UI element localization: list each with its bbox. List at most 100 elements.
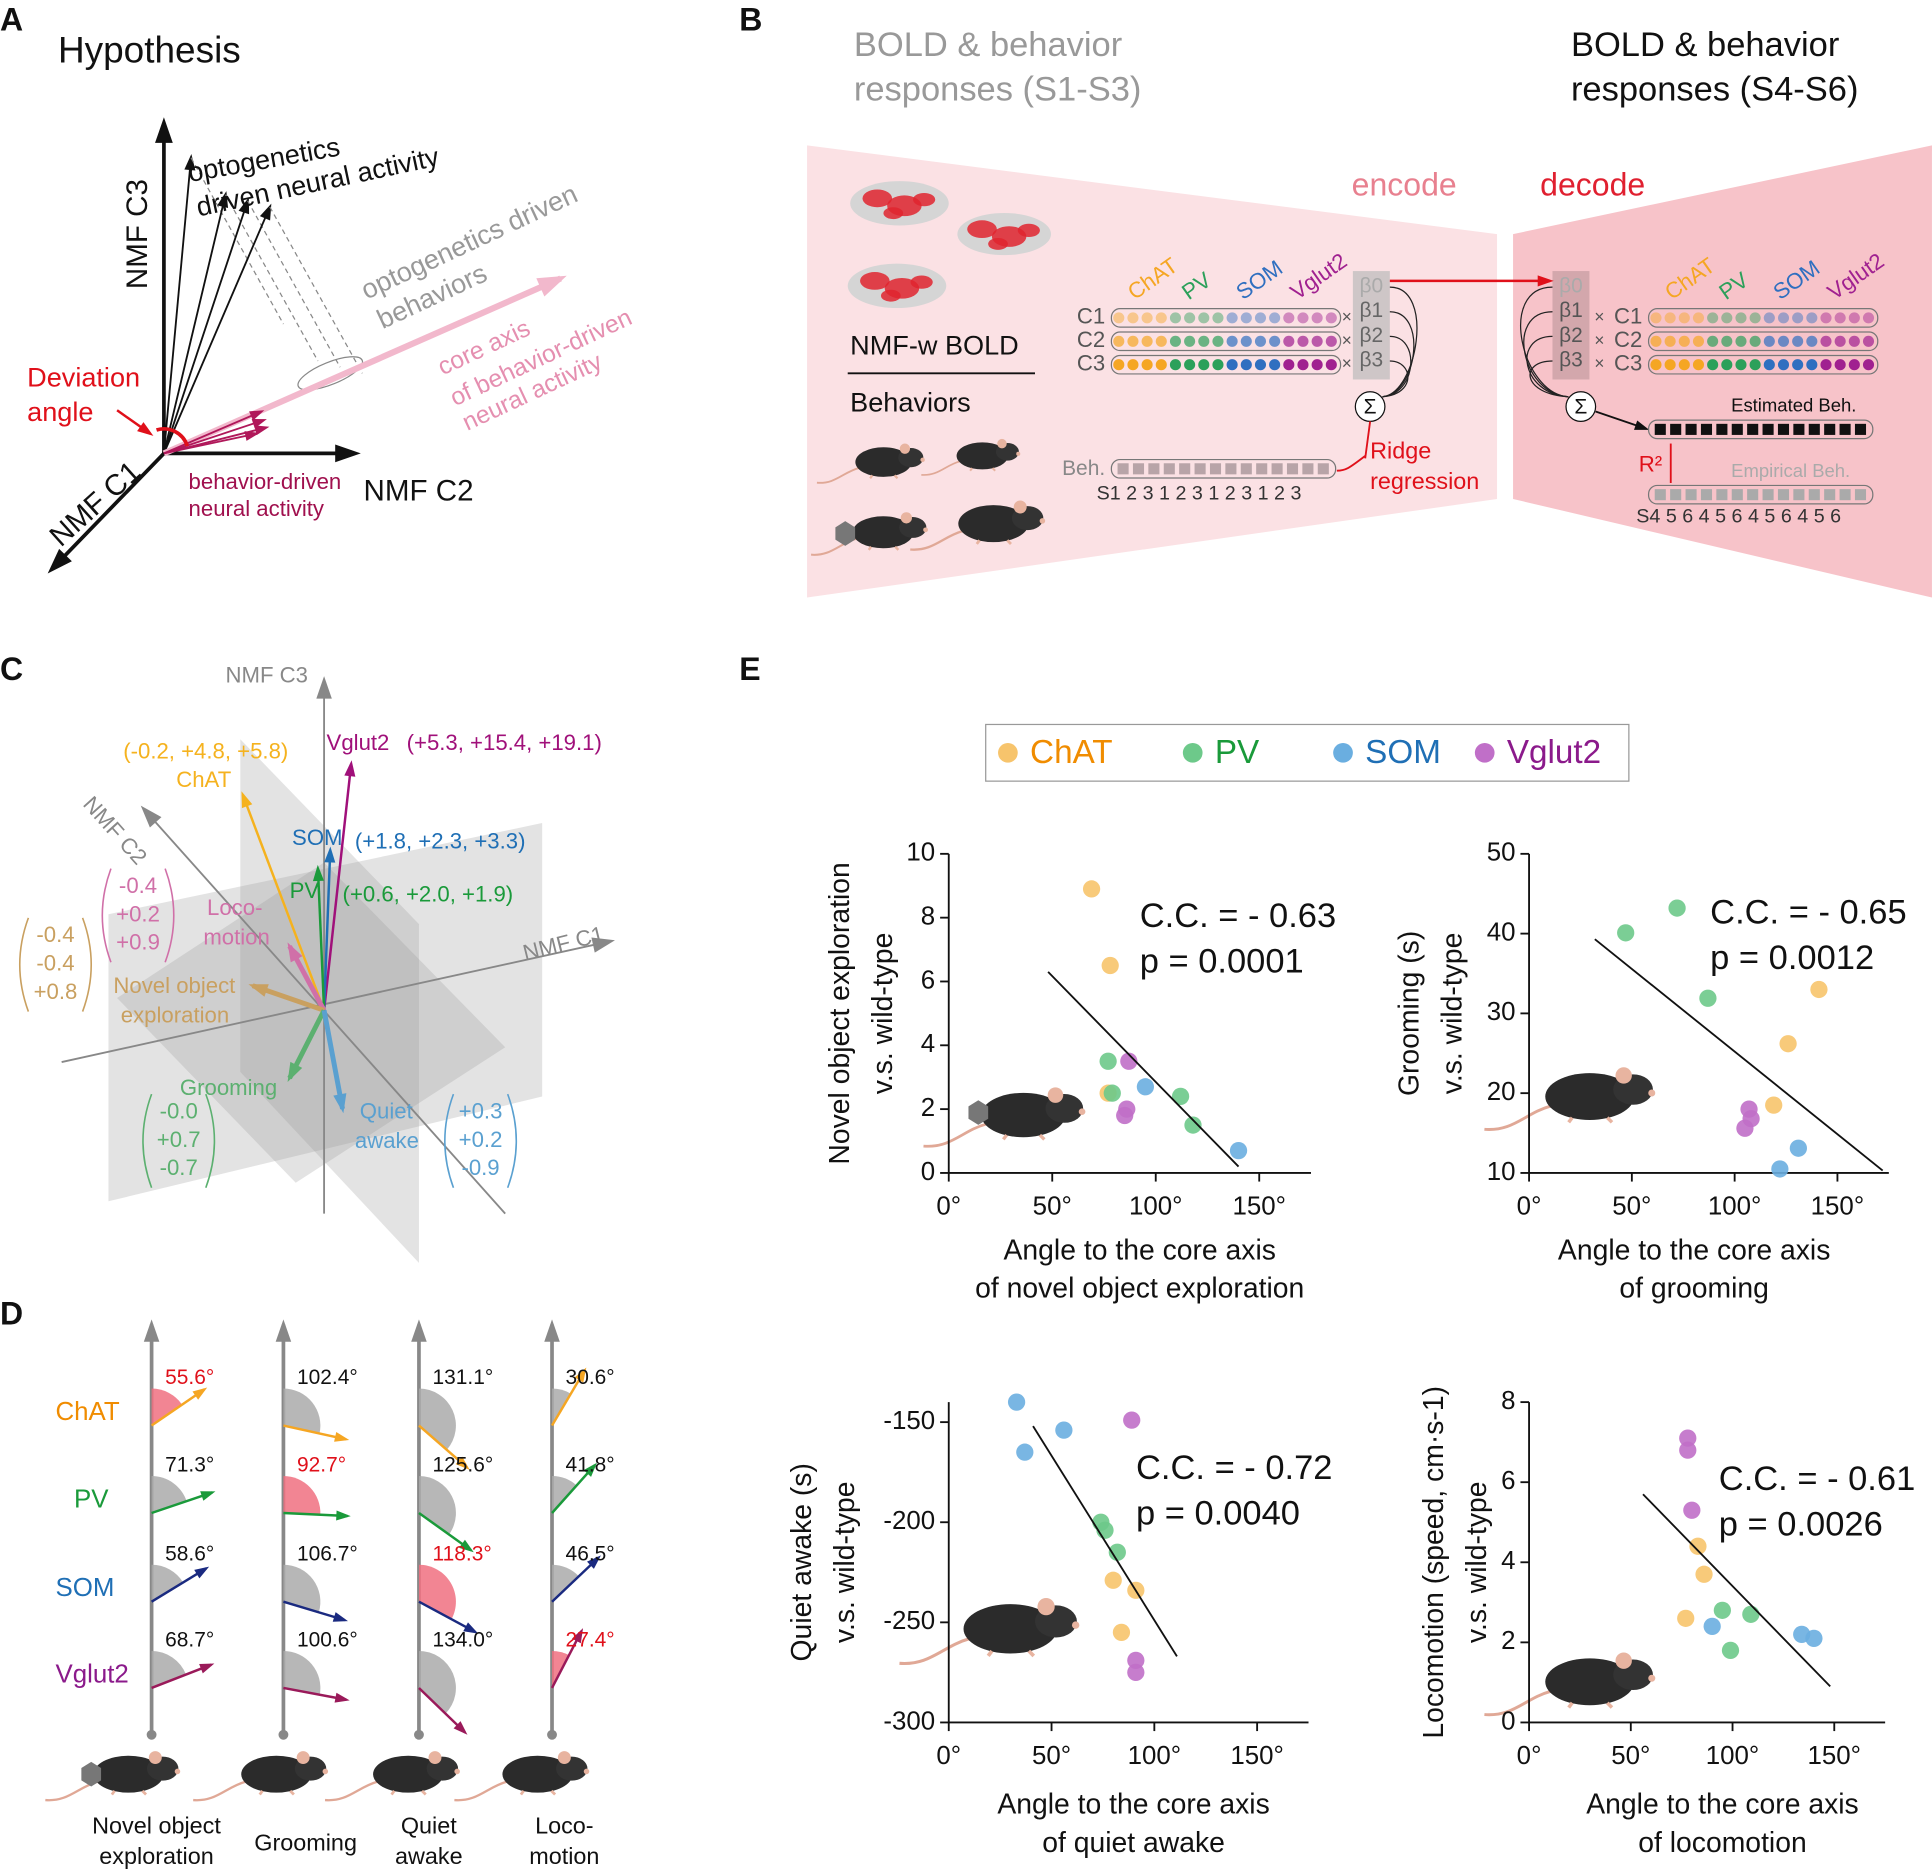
group-vector bbox=[241, 794, 326, 1011]
feature-dot bbox=[1212, 312, 1224, 324]
feature-dot bbox=[1820, 312, 1832, 324]
group-vector bbox=[322, 763, 353, 1011]
feature-dot bbox=[1678, 312, 1690, 324]
bracket bbox=[18, 917, 30, 1012]
mouse-feet bbox=[969, 467, 996, 472]
point bbox=[1103, 1084, 1121, 1102]
behavior-cell bbox=[1117, 463, 1129, 475]
legend-swatch bbox=[998, 742, 1018, 763]
object-cube bbox=[835, 521, 856, 546]
times: × bbox=[1594, 306, 1604, 326]
point bbox=[1136, 1078, 1155, 1096]
axis-head bbox=[140, 805, 162, 828]
label: NMF C2 bbox=[78, 791, 152, 869]
deviation-arc bbox=[155, 427, 190, 447]
empirical-cell bbox=[1793, 489, 1805, 501]
sum-node bbox=[1565, 391, 1597, 422]
behavior-axis-head bbox=[275, 1319, 292, 1342]
mouse-nose bbox=[920, 457, 925, 463]
label: +0.2 bbox=[459, 1127, 503, 1152]
decode-region bbox=[1513, 145, 1932, 598]
point bbox=[1116, 1106, 1134, 1125]
row-frame bbox=[1647, 354, 1879, 375]
label: Empirical Beh. bbox=[1731, 460, 1850, 481]
point bbox=[1171, 1087, 1190, 1105]
feature-dot bbox=[1325, 359, 1337, 371]
feature-dot bbox=[1169, 335, 1181, 347]
plane bbox=[240, 739, 419, 1263]
axis-base bbox=[547, 1729, 557, 1740]
transfer-arrow-head bbox=[1537, 275, 1554, 287]
angle-wedge bbox=[552, 1564, 579, 1602]
feature-dot bbox=[1735, 335, 1747, 347]
feature-dot bbox=[1848, 312, 1860, 324]
feature-dot bbox=[1269, 335, 1281, 347]
feature-dot bbox=[1664, 359, 1676, 371]
row-frame bbox=[1647, 484, 1874, 505]
mouse-ear bbox=[997, 438, 1007, 449]
sum-link bbox=[1364, 421, 1372, 459]
behavior-cell bbox=[1286, 463, 1299, 475]
feature-dot bbox=[1806, 312, 1818, 324]
y-tick-label: 50 bbox=[1487, 839, 1516, 867]
feature-dot bbox=[1269, 359, 1281, 371]
y-axis-label: v.s. wild-type bbox=[1461, 1481, 1493, 1643]
x-tick-label: 150° bbox=[1230, 1742, 1283, 1770]
x-tick-label: 0° bbox=[1517, 1192, 1542, 1220]
y-tick-label: 2 bbox=[1501, 1627, 1515, 1655]
point bbox=[1765, 1096, 1783, 1114]
point bbox=[1677, 1609, 1695, 1627]
feature-dot bbox=[1184, 359, 1196, 371]
label: exploration bbox=[121, 1002, 229, 1027]
axis-base bbox=[146, 1729, 157, 1740]
x-axis-label: Angle to the core axis bbox=[1586, 1789, 1858, 1821]
mouse-tail bbox=[1484, 1689, 1552, 1717]
y-tick-label: 10 bbox=[906, 839, 935, 867]
feature-dot bbox=[1692, 312, 1705, 324]
bracket bbox=[142, 1093, 153, 1189]
weight-curve bbox=[1526, 335, 1569, 398]
label: (+1.8, +2.3, +3.3) bbox=[355, 829, 526, 854]
panel-label: E bbox=[739, 651, 760, 687]
y-axis-label: Locomotion (speed, cm·s-1) bbox=[1418, 1386, 1450, 1739]
point bbox=[1082, 880, 1101, 898]
group-arrow-head bbox=[336, 1510, 351, 1521]
feature-dot bbox=[1226, 359, 1238, 371]
bracket bbox=[81, 917, 93, 1012]
label: regression bbox=[1370, 468, 1479, 494]
group-arrow-head bbox=[199, 1663, 215, 1674]
point bbox=[1617, 924, 1635, 942]
label: -0.9 bbox=[461, 1155, 499, 1180]
behavior-arrow bbox=[163, 419, 265, 455]
angle-wedge bbox=[283, 1564, 321, 1613]
group-arrow-head bbox=[587, 1555, 601, 1569]
behavior-cell bbox=[1179, 463, 1191, 475]
beta-box bbox=[1352, 271, 1390, 380]
behavior-cell bbox=[1225, 463, 1237, 475]
feature-dot bbox=[1792, 359, 1804, 371]
brain-activation bbox=[967, 220, 997, 239]
mouse-feet bbox=[519, 1789, 557, 1796]
mouse-nose bbox=[1078, 1108, 1086, 1116]
times: × bbox=[1342, 353, 1352, 373]
x-tick-label: 50° bbox=[1032, 1742, 1071, 1770]
point bbox=[1099, 1052, 1117, 1070]
mouse-nose bbox=[322, 1768, 329, 1775]
feature-dot bbox=[1650, 335, 1662, 347]
mouse-tail bbox=[324, 1780, 378, 1802]
component-label: C3 bbox=[1077, 351, 1105, 376]
feature-dot bbox=[1240, 335, 1252, 347]
estimated-cell bbox=[1685, 423, 1697, 435]
mouse-feet bbox=[1567, 1116, 1614, 1124]
angle-label: 134.0° bbox=[433, 1629, 494, 1652]
feature-dot bbox=[1707, 312, 1719, 324]
mouse-nose bbox=[1039, 518, 1046, 524]
y-axis-label: v.s. wild-type bbox=[1436, 933, 1468, 1095]
mouse-feet bbox=[1567, 1701, 1614, 1709]
x-tick-label: 50° bbox=[1033, 1192, 1072, 1220]
point bbox=[1810, 980, 1828, 999]
bracket bbox=[506, 1093, 518, 1189]
axis-base bbox=[278, 1729, 289, 1740]
bracket bbox=[101, 868, 112, 963]
mouse-illustration bbox=[1484, 1652, 1656, 1717]
